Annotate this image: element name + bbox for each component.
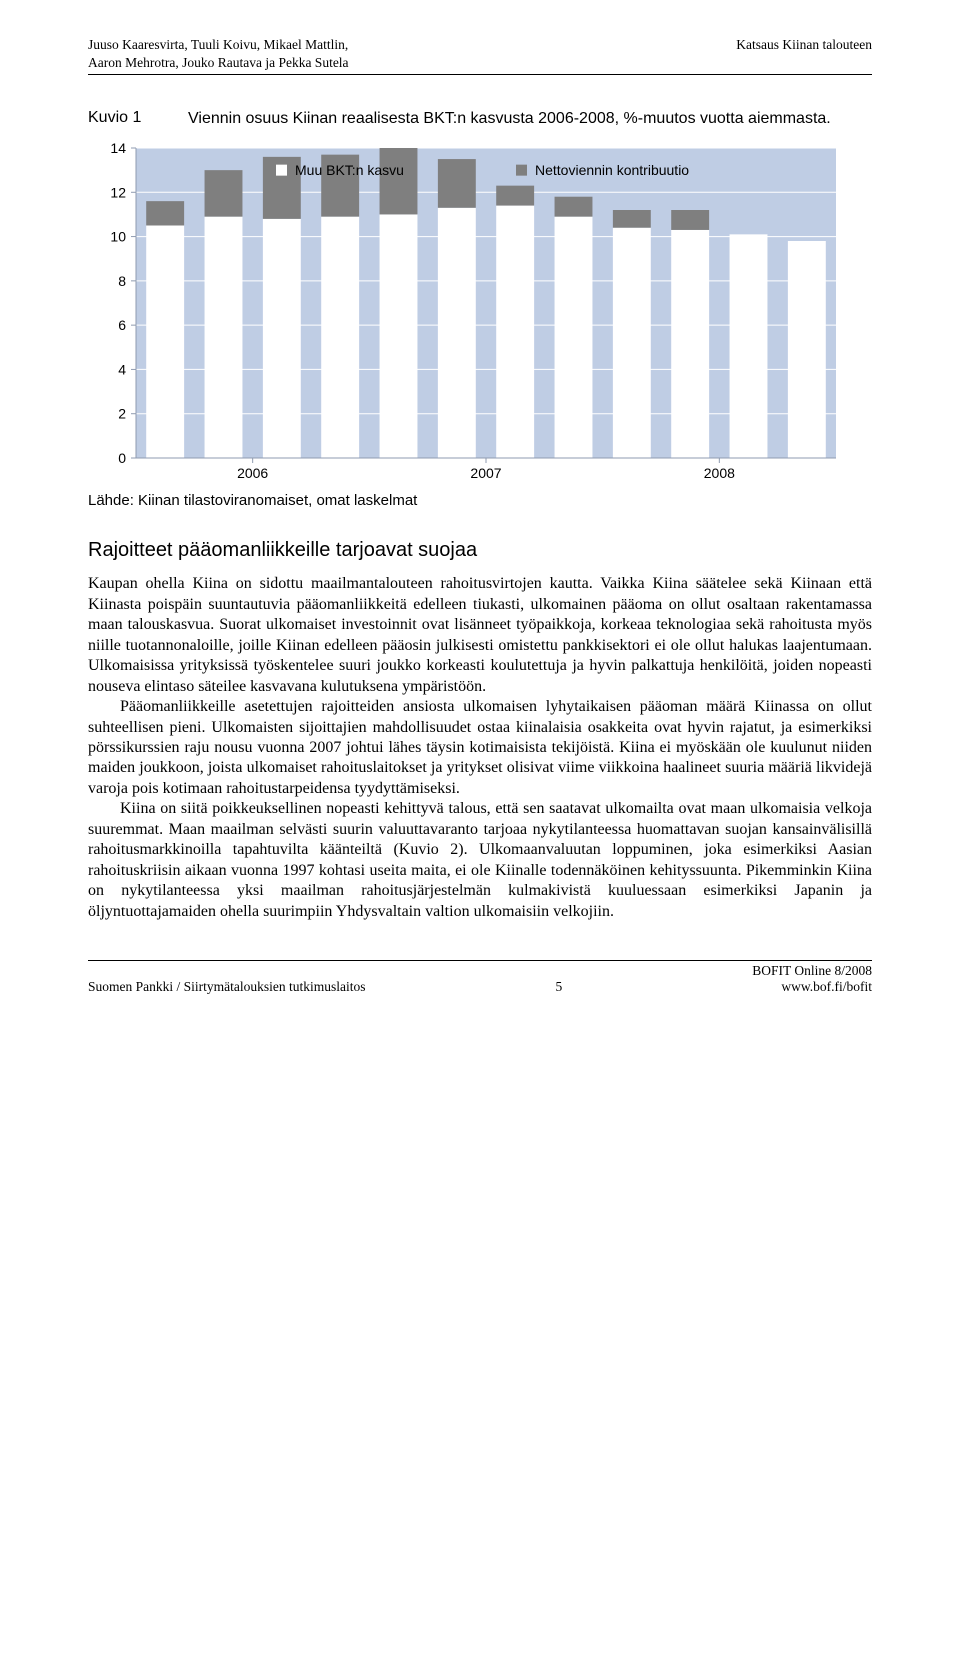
header-title: Katsaus Kiinan talouteen <box>736 36 872 72</box>
figure-title: Viennin osuus Kiinan reaalisesta BKT:n k… <box>188 109 831 130</box>
svg-text:10: 10 <box>110 229 126 245</box>
body-text: Kaupan ohella Kiina on sidottu maailmant… <box>88 574 872 922</box>
svg-text:Nettoviennin kontribuutio: Nettoviennin kontribuutio <box>535 162 689 178</box>
chart-container: 0 2 4 6 8 10 12 14 2006 2007 2008 Muu BKT:n kasvu Ne… <box>88 138 872 488</box>
figure-label: Kuvio 1 <box>88 109 188 127</box>
svg-text:8: 8 <box>118 273 126 289</box>
footer-right-line-1: BOFIT Online 8/2008 <box>752 963 872 979</box>
svg-text:0: 0 <box>118 450 126 466</box>
svg-text:12: 12 <box>110 185 126 201</box>
page-footer: Suomen Pankki / Siirtymätalouksien tutki… <box>88 960 872 995</box>
svg-text:2006: 2006 <box>237 465 268 481</box>
figure-source: Lähde: Kiinan tilastoviranomaiset, omat … <box>88 492 872 509</box>
page-header: Juuso Kaaresvirta, Tuuli Koivu, Mikael M… <box>88 36 872 75</box>
paragraph-1: Kaupan ohella Kiina on sidottu maailmant… <box>88 574 872 697</box>
section-heading: Rajoitteet pääomanliikkeille tarjoavat s… <box>88 539 872 562</box>
svg-text:Muu BKT:n kasvu: Muu BKT:n kasvu <box>295 162 404 178</box>
footer-left: Suomen Pankki / Siirtymätalouksien tutki… <box>88 979 366 995</box>
svg-text:2007: 2007 <box>470 465 501 481</box>
paragraph-3: Kiina on siitä poikkeuksellinen nopeasti… <box>88 799 872 922</box>
footer-page-number: 5 <box>555 979 562 995</box>
svg-text:4: 4 <box>118 362 126 378</box>
footer-right: BOFIT Online 8/2008 www.bof.fi/bofit <box>752 963 872 995</box>
page: Juuso Kaaresvirta, Tuuli Koivu, Mikael M… <box>0 0 960 1045</box>
figure-caption-row: Kuvio 1 Viennin osuus Kiinan reaalisesta… <box>88 109 872 130</box>
svg-text:2: 2 <box>118 406 126 422</box>
svg-text:2008: 2008 <box>704 465 735 481</box>
paragraph-2: Pääomanliikkeille asetettujen rajoitteid… <box>88 697 872 799</box>
authors-line-1: Juuso Kaaresvirta, Tuuli Koivu, Mikael M… <box>88 36 349 54</box>
footer-right-link: www.bof.fi/bofit <box>752 979 872 995</box>
svg-text:14: 14 <box>110 140 126 156</box>
svg-text:6: 6 <box>118 317 126 333</box>
authors-line-2: Aaron Mehrotra, Jouko Rautava ja Pekka S… <box>88 54 349 72</box>
header-authors: Juuso Kaaresvirta, Tuuli Koivu, Mikael M… <box>88 36 349 72</box>
bar-chart: 0 2 4 6 8 10 12 14 2006 2007 2008 Muu BKT:n kasvu Ne… <box>88 138 848 488</box>
